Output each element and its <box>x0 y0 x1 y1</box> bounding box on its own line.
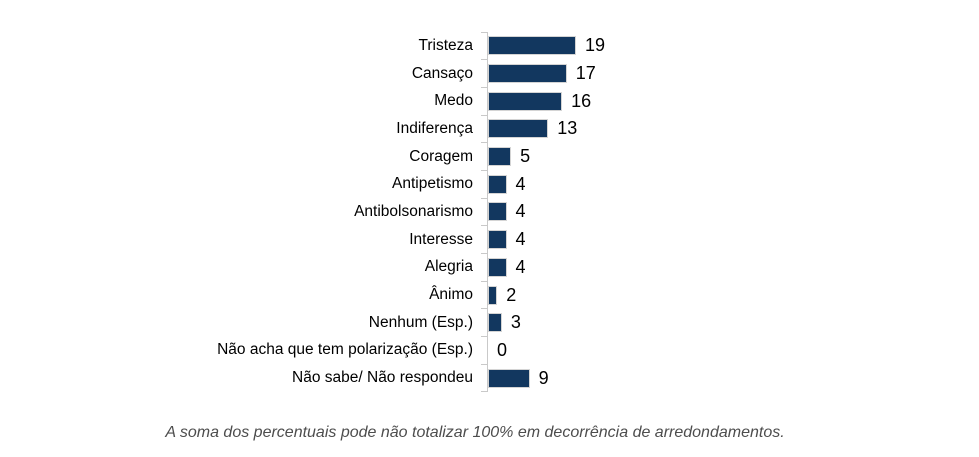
bar <box>488 36 576 56</box>
category-label: Indiferença <box>396 119 473 137</box>
bar-track: 19 <box>481 31 605 60</box>
bar <box>488 368 530 388</box>
bar-track: 9 <box>481 363 605 393</box>
bar <box>488 64 567 84</box>
category-label: Alegria <box>424 258 473 276</box>
value-label: 2 <box>506 284 517 305</box>
bar-track: 17 <box>481 59 605 88</box>
chart-row: Não acha que tem polarização (Esp.) 0 <box>0 336 605 365</box>
bar-chart-rows: Tristeza 19 Cansaço 17 Medo 16 Indiferença 13 Co… <box>0 31 605 393</box>
chart-row: Medo 16 <box>0 86 605 116</box>
value-label: 19 <box>584 35 605 56</box>
bar <box>488 257 507 277</box>
bar <box>488 230 507 250</box>
value-label: 0 <box>497 339 508 360</box>
bar-track: 5 <box>481 142 605 171</box>
category-label: Cansaço <box>411 64 473 82</box>
category-label: Não sabe/ Não respondeu <box>292 369 473 387</box>
bar <box>488 91 563 111</box>
value-label: 3 <box>510 312 521 333</box>
value-label: 17 <box>575 63 596 84</box>
chart-row: Nenhum (Esp.) 3 <box>0 308 605 337</box>
bar <box>488 147 512 167</box>
category-label: Antipetismo <box>392 175 473 193</box>
value-label: 13 <box>557 118 578 139</box>
bar <box>488 202 507 222</box>
bar-track: 16 <box>481 86 605 116</box>
value-label: 16 <box>571 90 592 111</box>
chart-row: Interesse 4 <box>0 225 605 254</box>
category-label: Medo <box>434 92 473 110</box>
bar-track: 2 <box>481 280 605 309</box>
category-label: Interesse <box>409 230 473 248</box>
bar-track: 4 <box>481 169 605 199</box>
bar <box>488 119 549 139</box>
category-label: Coragem <box>409 147 473 165</box>
value-label: 4 <box>515 173 526 194</box>
category-label: Antibolsonarismo <box>354 202 473 220</box>
category-label: Não acha que tem polarização (Esp.) <box>217 341 473 359</box>
bar-chart: Tristeza 19 Cansaço 17 Medo 16 Indiferença 13 Co… <box>0 31 605 393</box>
chart-footnote: A soma dos percentuais pode não totaliza… <box>165 424 785 441</box>
category-label: Ânimo <box>429 286 473 304</box>
chart-row: Tristeza 19 <box>0 31 605 60</box>
chart-row: Indiferença 13 <box>0 114 605 143</box>
bar-track: 0 <box>481 336 605 365</box>
chart-row: Não sabe/ Não respondeu 9 <box>0 363 605 393</box>
value-label: 4 <box>515 201 526 222</box>
value-label: 9 <box>538 367 549 388</box>
chart-row: Cansaço 17 <box>0 59 605 88</box>
bar <box>488 174 507 194</box>
value-label: 4 <box>515 229 526 250</box>
bar-track: 4 <box>481 225 605 254</box>
bar <box>488 313 502 333</box>
bar-track: 4 <box>481 197 605 226</box>
category-label: Tristeza <box>418 36 473 54</box>
bar-track: 4 <box>481 253 605 282</box>
value-label: 5 <box>520 146 531 167</box>
category-label: Nenhum (Esp.) <box>368 313 473 331</box>
chart-row: Coragem 5 <box>0 142 605 171</box>
chart-row: Ânimo 2 <box>0 280 605 309</box>
value-label: 4 <box>515 256 526 277</box>
bar-track: 3 <box>481 308 605 337</box>
chart-row: Antibolsonarismo 4 <box>0 197 605 226</box>
chart-row: Alegria 4 <box>0 253 605 282</box>
bar <box>488 285 498 305</box>
bar-track: 13 <box>481 114 605 143</box>
chart-row: Antipetismo 4 <box>0 169 605 199</box>
